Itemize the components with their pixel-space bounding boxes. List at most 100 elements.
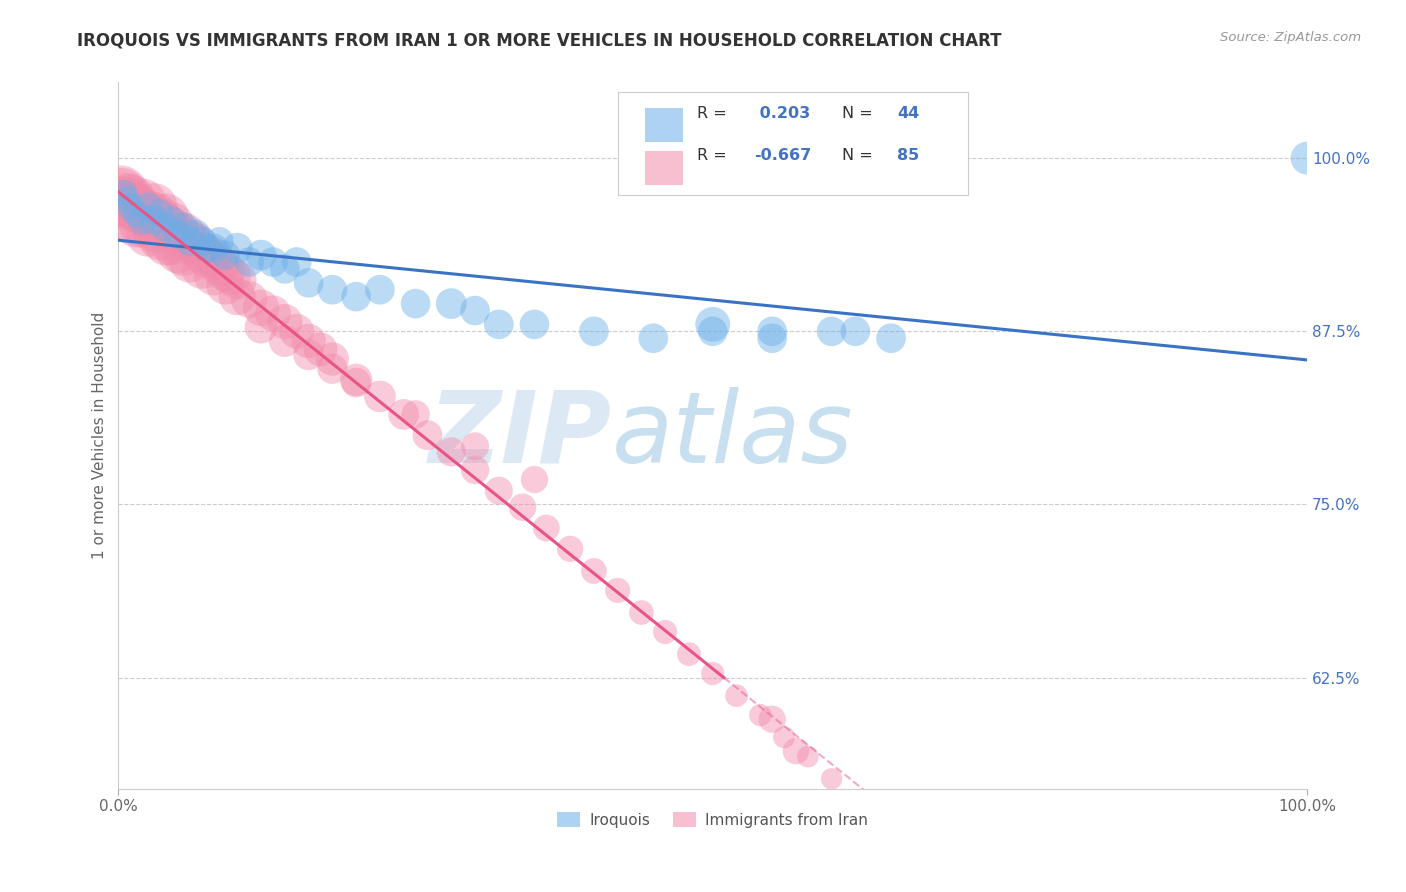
Point bbox=[155, 209, 177, 223]
Point bbox=[344, 290, 367, 304]
Point bbox=[167, 227, 190, 242]
Text: 44: 44 bbox=[897, 105, 920, 120]
Point bbox=[136, 206, 159, 220]
Point bbox=[262, 255, 284, 269]
Point bbox=[702, 318, 724, 332]
Point bbox=[344, 376, 367, 390]
Point bbox=[464, 303, 486, 318]
Point bbox=[761, 331, 783, 345]
Point bbox=[143, 200, 166, 214]
Point bbox=[184, 227, 207, 242]
Point bbox=[136, 227, 159, 242]
Point bbox=[797, 749, 820, 764]
Point bbox=[117, 193, 139, 207]
Point bbox=[440, 445, 463, 459]
Point bbox=[197, 241, 219, 255]
Point bbox=[149, 213, 172, 227]
Point bbox=[120, 213, 142, 227]
Point bbox=[157, 220, 180, 235]
Point bbox=[773, 731, 796, 745]
FancyBboxPatch shape bbox=[617, 93, 969, 195]
Point bbox=[298, 276, 321, 290]
Point bbox=[131, 213, 153, 227]
Point bbox=[464, 439, 486, 453]
Point bbox=[149, 231, 172, 245]
Point bbox=[1296, 151, 1319, 165]
Point bbox=[785, 744, 807, 758]
Point bbox=[134, 206, 156, 220]
Point bbox=[208, 259, 231, 273]
Text: IROQUOIS VS IMMIGRANTS FROM IRAN 1 OR MORE VEHICLES IN HOUSEHOLD CORRELATION CHA: IROQUOIS VS IMMIGRANTS FROM IRAN 1 OR MO… bbox=[77, 31, 1002, 49]
Point bbox=[274, 315, 297, 329]
Point bbox=[121, 200, 143, 214]
Point bbox=[197, 251, 219, 265]
Point bbox=[214, 278, 236, 293]
Point bbox=[125, 218, 148, 232]
Point bbox=[488, 318, 510, 332]
Point bbox=[160, 218, 183, 232]
Point bbox=[654, 624, 676, 639]
Point bbox=[120, 193, 142, 207]
Point bbox=[725, 689, 748, 703]
Point bbox=[214, 265, 236, 279]
Point bbox=[558, 541, 581, 556]
Point bbox=[582, 564, 605, 578]
Point bbox=[298, 348, 321, 362]
Point bbox=[136, 200, 159, 214]
Point bbox=[440, 296, 463, 310]
Point bbox=[110, 186, 132, 200]
Text: R =: R = bbox=[697, 105, 733, 120]
Point bbox=[173, 248, 195, 262]
Text: R =: R = bbox=[697, 147, 733, 162]
Point bbox=[125, 200, 148, 214]
Y-axis label: 1 or more Vehicles in Household: 1 or more Vehicles in Household bbox=[93, 311, 107, 558]
Point bbox=[184, 237, 207, 252]
Point bbox=[582, 324, 605, 338]
Point bbox=[179, 234, 201, 248]
Text: atlas: atlas bbox=[612, 387, 853, 483]
Point bbox=[702, 324, 724, 338]
Point bbox=[179, 255, 201, 269]
Point bbox=[523, 473, 546, 487]
Point bbox=[512, 500, 534, 515]
Text: -0.667: -0.667 bbox=[755, 147, 811, 162]
Text: Source: ZipAtlas.com: Source: ZipAtlas.com bbox=[1220, 31, 1361, 45]
Point bbox=[131, 195, 153, 210]
Point bbox=[250, 301, 273, 315]
Point bbox=[702, 666, 724, 681]
Point bbox=[226, 273, 249, 287]
Text: N =: N = bbox=[842, 147, 879, 162]
Point bbox=[167, 227, 190, 242]
Point bbox=[190, 262, 212, 277]
Point bbox=[321, 361, 343, 376]
Point bbox=[606, 583, 628, 598]
Point bbox=[464, 463, 486, 477]
Point bbox=[368, 283, 391, 297]
Point bbox=[405, 408, 427, 422]
Point bbox=[523, 318, 546, 332]
Point bbox=[749, 708, 772, 723]
Point bbox=[117, 195, 139, 210]
Point bbox=[190, 245, 212, 260]
Point bbox=[202, 268, 225, 283]
Text: ZIP: ZIP bbox=[429, 387, 612, 483]
Point bbox=[202, 241, 225, 255]
Point bbox=[173, 227, 195, 242]
Point bbox=[143, 223, 166, 237]
Point bbox=[285, 255, 308, 269]
Point bbox=[298, 334, 321, 348]
Point bbox=[173, 220, 195, 235]
Point bbox=[309, 343, 332, 357]
Point bbox=[145, 209, 167, 223]
Point bbox=[167, 245, 190, 260]
Point bbox=[678, 647, 700, 661]
Point bbox=[262, 306, 284, 320]
Point bbox=[226, 241, 249, 255]
Point bbox=[179, 234, 201, 248]
Point bbox=[152, 218, 174, 232]
Text: 85: 85 bbox=[897, 147, 920, 162]
Point bbox=[844, 324, 866, 338]
Point bbox=[820, 772, 842, 786]
Point bbox=[111, 186, 134, 200]
FancyBboxPatch shape bbox=[645, 151, 683, 185]
